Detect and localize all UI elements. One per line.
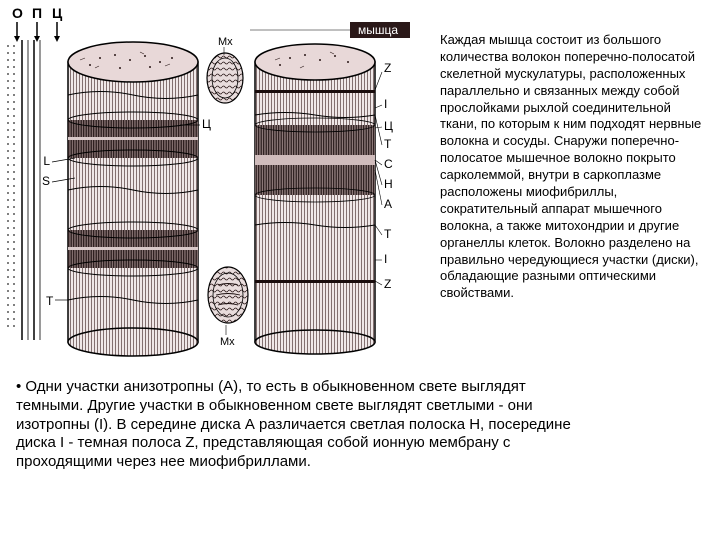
label-L: L — [43, 154, 50, 168]
left-fiber — [68, 42, 198, 356]
svg-text:C: C — [384, 157, 393, 171]
svg-text:Z: Z — [384, 61, 391, 75]
svg-text:H: H — [384, 177, 393, 191]
letter-C: Ц — [52, 5, 63, 21]
label-S: S — [42, 174, 50, 188]
letter-O: О — [12, 5, 23, 21]
label-T-bottom: T — [46, 294, 54, 308]
svg-text:T: T — [384, 137, 392, 151]
bottom-paragraph: • Одни участки анизотропны (А), то есть … — [16, 378, 586, 472]
diagram-svg: О П Ц мышца — [0, 0, 430, 370]
label-C-left: Ц — [202, 117, 211, 131]
right-fiber — [255, 44, 375, 354]
letter-P: П — [32, 5, 42, 21]
right-paragraph: Каждая мышца состоит из большого количес… — [440, 32, 708, 302]
svg-text:Ц: Ц — [384, 119, 393, 133]
top-arrows: О П Ц — [12, 5, 63, 42]
mitochondrion-top — [207, 53, 243, 103]
right-fiber-labels: Z I Ц T C H A T I Z — [375, 61, 393, 291]
svg-text:A: A — [384, 197, 392, 211]
svg-text:T: T — [384, 227, 392, 241]
svg-text:I: I — [384, 97, 387, 111]
muscle-fiber-diagram: О П Ц мышца — [0, 0, 430, 370]
mito-label-bottom: Мх — [220, 336, 235, 348]
muscle-label: мышца — [358, 23, 398, 37]
mito-label-top: Мх — [218, 36, 233, 48]
svg-text:Z: Z — [384, 277, 391, 291]
svg-text:I: I — [384, 252, 387, 266]
mitochondrion-bottom — [208, 267, 248, 323]
